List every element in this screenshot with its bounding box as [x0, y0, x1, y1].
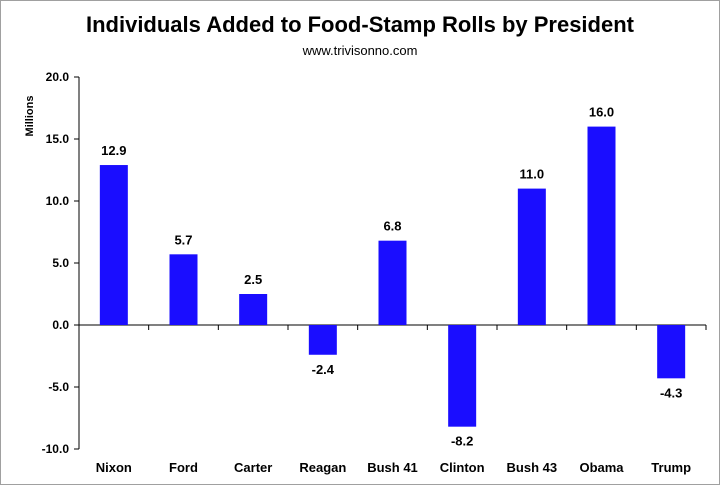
- x-tick-label: Reagan: [299, 460, 346, 475]
- bar: [169, 254, 198, 325]
- y-tick-label: 0.0: [52, 318, 69, 332]
- bar: [517, 188, 546, 325]
- x-tick-label: Clinton: [440, 460, 485, 475]
- data-label: 16.0: [589, 105, 614, 120]
- bar: [308, 325, 337, 355]
- bar: [657, 325, 686, 379]
- data-label: -4.3: [660, 385, 682, 400]
- y-tick-label: -5.0: [48, 380, 69, 394]
- bar: [239, 294, 268, 325]
- bar: [378, 240, 407, 325]
- chart-subtitle: www.trivisonno.com: [302, 43, 418, 58]
- x-tick-label: Bush 41: [367, 460, 418, 475]
- data-label: 2.5: [244, 272, 262, 287]
- y-tick-label: 20.0: [46, 70, 70, 84]
- data-label: -2.4: [312, 362, 335, 377]
- data-label: 12.9: [101, 143, 126, 158]
- data-label: 6.8: [383, 219, 401, 234]
- y-tick-label: 10.0: [46, 194, 70, 208]
- data-label: -8.2: [451, 434, 473, 449]
- x-tick-label: Carter: [234, 460, 272, 475]
- data-labels: 12.9 Nixon 5.7 Ford 2.5 Carter -2.4 Reagan 6.8 Bu…: [96, 105, 691, 475]
- bar: [587, 126, 616, 325]
- bar-series: [99, 126, 686, 427]
- y-tick-label: 5.0: [52, 256, 69, 270]
- data-label: 5.7: [174, 232, 192, 247]
- y-tick-label: 15.0: [46, 132, 70, 146]
- y-axis-label: Millions: [24, 96, 36, 137]
- x-tick-label: Obama: [579, 460, 624, 475]
- x-tick-label: Trump: [651, 460, 691, 475]
- bar: [448, 325, 477, 427]
- x-tick-label: Bush 43: [507, 460, 558, 475]
- x-tick-label: Nixon: [96, 460, 132, 475]
- y-tick-label: -10.0: [42, 442, 70, 456]
- chart-title: Individuals Added to Food-Stamp Rolls by…: [85, 12, 634, 37]
- data-label: 11.0: [520, 167, 545, 182]
- x-tick-label: Ford: [169, 460, 198, 475]
- bar: [99, 165, 128, 325]
